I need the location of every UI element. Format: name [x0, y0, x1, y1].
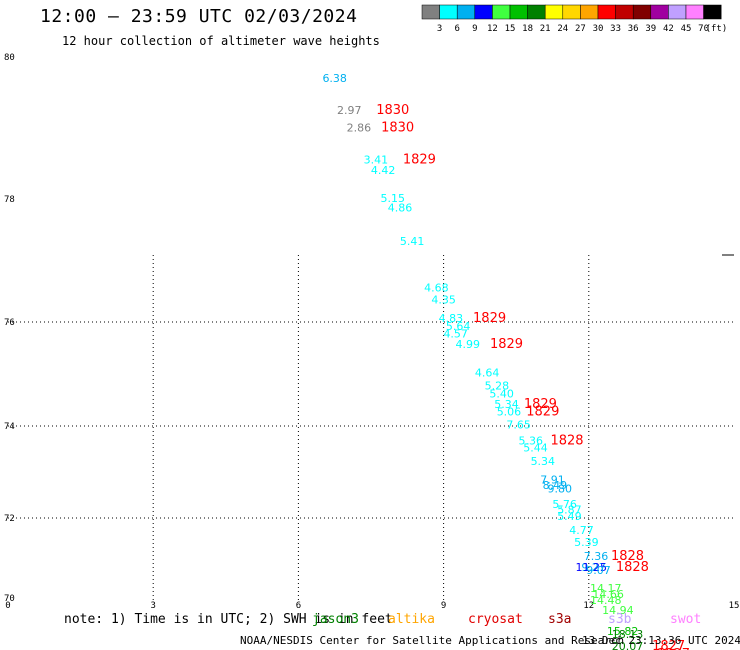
wave-height-label: 3.41: [364, 154, 389, 167]
colorbar-label: 36: [628, 24, 639, 34]
legend-cryosat: cryosat: [468, 612, 523, 627]
chart-title: 12:00 – 23:59 UTC 02/03/2024: [40, 6, 358, 27]
colorbar-label: 30: [593, 24, 604, 34]
colorbar-label: 6: [454, 24, 459, 34]
pass-time-label: 1827: [652, 639, 685, 650]
wave-height-label: 5.40: [489, 387, 514, 400]
wave-height-label: 5.34: [531, 455, 556, 468]
y-tick-label: 70: [4, 594, 15, 604]
wave-height-label: 6.38: [322, 72, 347, 85]
wave-height-label: 5.06: [497, 406, 522, 419]
pass-time-label: 1828: [550, 433, 583, 448]
wave-height-label: 11.25: [575, 561, 607, 574]
wave-height-label: 5.39: [574, 536, 599, 549]
wave-height-label: 7.65: [506, 418, 531, 431]
y-tick-label: 80: [4, 53, 15, 63]
wave-height-label: 4.42: [371, 164, 396, 177]
wave-height-label: 2.86: [347, 122, 372, 135]
wave-height-label: 14.17: [590, 582, 622, 595]
wave-height-colorbar: 3 6 9 12 15 18 21 24 27 30 33 36 39 42 45 70(ft): [421, 4, 728, 34]
pass-time-label: 1829: [524, 397, 557, 412]
pass-time-label: 1830: [376, 103, 409, 118]
colorbar-unit: (ft): [706, 24, 728, 34]
colorbar-label: 24: [557, 24, 568, 34]
wave-height-label: 8.49: [543, 479, 568, 492]
footer-timestamp: 13 Dec 23:13:36 UTC 2024: [582, 634, 740, 647]
pass-time-label: 1830: [381, 121, 414, 136]
wave-height-label: 4.68: [424, 281, 449, 294]
wave-height-label: 14.94: [602, 604, 634, 617]
note-text: note: 1) Time is in UTC; 2) SWH is in fe…: [64, 612, 393, 627]
wave-height-label: 2.97: [337, 104, 362, 117]
chart-subtitle: 12 hour collection of altimeter wave hei…: [62, 34, 380, 48]
wave-height-label: 5.34: [494, 398, 519, 411]
wave-height-label: 4.57: [443, 328, 468, 341]
colorbar-label: 15: [505, 24, 516, 34]
colorbar-label: 21: [540, 24, 551, 34]
colorbar-label: 45: [681, 24, 692, 34]
wave-height-label: 9.27: [581, 561, 606, 574]
pass-time-label: 1829: [490, 337, 523, 352]
wave-height-label: 14.48: [590, 594, 622, 607]
satellite-legend: jason3 altika cryosat s3a s3b swot: [0, 612, 740, 630]
wave-height-label: 20.07: [612, 640, 644, 650]
pass-time-label: 1828: [611, 549, 644, 564]
colorbar-label: 70: [698, 24, 709, 34]
y-tick-label: 78: [4, 195, 15, 205]
x-tick-label: 3: [150, 601, 155, 611]
wave-height-label: 4.64: [475, 367, 500, 380]
colorbar-label: 42: [663, 24, 674, 34]
legend-s3a: s3a: [548, 612, 572, 627]
x-tick-label: 0: [5, 601, 10, 611]
wave-height-label: 7.36: [584, 550, 609, 563]
wave-height-label: 5.41: [400, 235, 425, 248]
wave-height-label: 15.82: [607, 625, 639, 638]
legend-jason3: jason3: [312, 612, 359, 627]
y-tick-label: 72: [4, 514, 15, 524]
legend-s3b: s3b: [608, 612, 632, 627]
legend-swot: swot: [670, 612, 702, 627]
colorbar-label: 9: [472, 24, 477, 34]
wave-height-label: 5.49: [557, 510, 582, 523]
wave-height-label: 5.87: [557, 503, 582, 516]
pass-time-label: 1828: [616, 560, 649, 575]
colorbar-label: 27: [575, 24, 586, 34]
x-tick-label: 6: [296, 601, 301, 611]
wave-height-label: 7.91: [540, 474, 565, 487]
legend-altika: altika: [388, 612, 435, 627]
pass-time-label: 1827: [657, 647, 690, 650]
wave-height-label: 5.44: [523, 441, 548, 454]
wave-height-label: 4.99: [456, 338, 481, 351]
colorbar-label: 39: [645, 24, 656, 34]
wave-height-label: 5.28: [485, 380, 510, 393]
wave-height-label: 4.77: [569, 524, 594, 537]
colorbar-swatch: [703, 4, 722, 20]
pass-time-label: 1829: [526, 405, 559, 420]
colorbar-label: 3: [437, 24, 442, 34]
x-tick-label: 15: [729, 601, 740, 611]
pass-time-label: 1829: [403, 153, 436, 168]
wave-height-label: 18.13: [612, 628, 644, 641]
wave-height-label: 5.36: [518, 434, 543, 447]
colorbar-label: 12: [487, 24, 498, 34]
pass-time-label: 1829: [473, 311, 506, 326]
footer-credit: NOAA/NESDIS Center for Satellite Applica…: [240, 634, 625, 647]
colorbar-label: 33: [610, 24, 621, 34]
wave-height-label: 4.35: [431, 294, 456, 307]
wave-height-label: 9.80: [548, 483, 573, 496]
wave-height-label: 5.64: [446, 320, 471, 333]
colorbar-label: 18: [522, 24, 533, 34]
x-tick-label: 9: [441, 601, 446, 611]
y-tick-label: 76: [4, 318, 15, 328]
wave-height-label: 9.07: [586, 564, 611, 577]
wave-height-label: 14.66: [592, 588, 624, 601]
wave-height-label: 16.91: [617, 648, 649, 650]
wave-height-label: 5.15: [381, 192, 406, 205]
wave-height-label: 4.83: [439, 312, 464, 325]
x-tick-label: 12: [583, 601, 594, 611]
y-tick-label: 74: [4, 422, 15, 432]
wave-height-label: 4.86: [388, 201, 413, 214]
wave-height-label: 5.76: [552, 498, 577, 511]
